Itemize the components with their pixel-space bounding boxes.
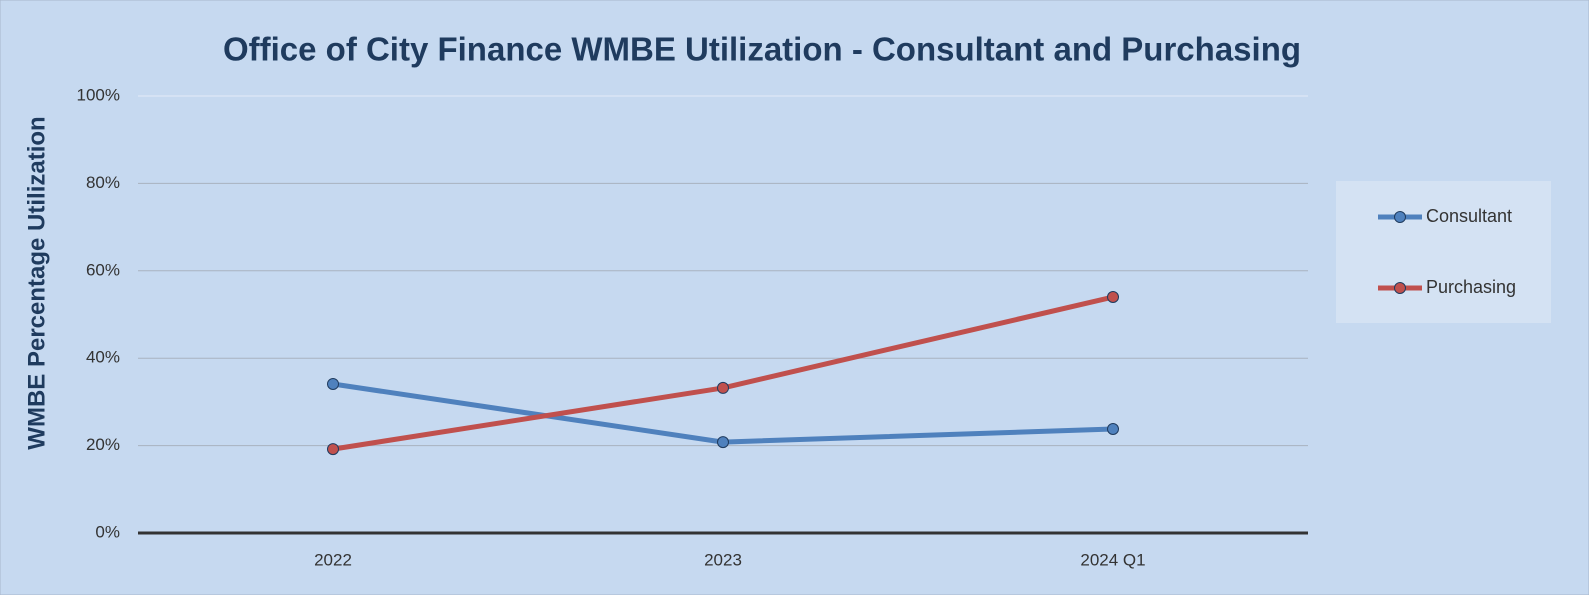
data-point [1107, 422, 1119, 435]
legend-label: Purchasing [1426, 277, 1516, 297]
y-tick-label: 100% [77, 85, 120, 104]
data-point [327, 443, 339, 456]
data-point [327, 377, 339, 390]
y-tick-label: 60% [86, 260, 120, 279]
y-tick-label: 80% [86, 173, 120, 192]
y-tick-label: 40% [86, 348, 120, 367]
x-tick-label: 2023 [704, 550, 742, 569]
legend-box [1336, 181, 1551, 323]
y-axis-label: WMBE Percentage Utilization [23, 116, 50, 449]
x-tick-label: 2022 [314, 550, 352, 569]
data-point [717, 436, 729, 449]
data-point [717, 381, 729, 394]
y-tick-label: 20% [86, 435, 120, 454]
x-tick-label: 2024 Q1 [1080, 550, 1145, 569]
data-point [1107, 291, 1119, 304]
chart-title: Office of City Finance WMBE Utilization … [223, 31, 1301, 68]
legend-marker [1394, 211, 1406, 223]
legend-label: Consultant [1426, 206, 1512, 226]
legend-marker [1394, 282, 1406, 294]
y-tick-label: 0% [95, 522, 120, 541]
